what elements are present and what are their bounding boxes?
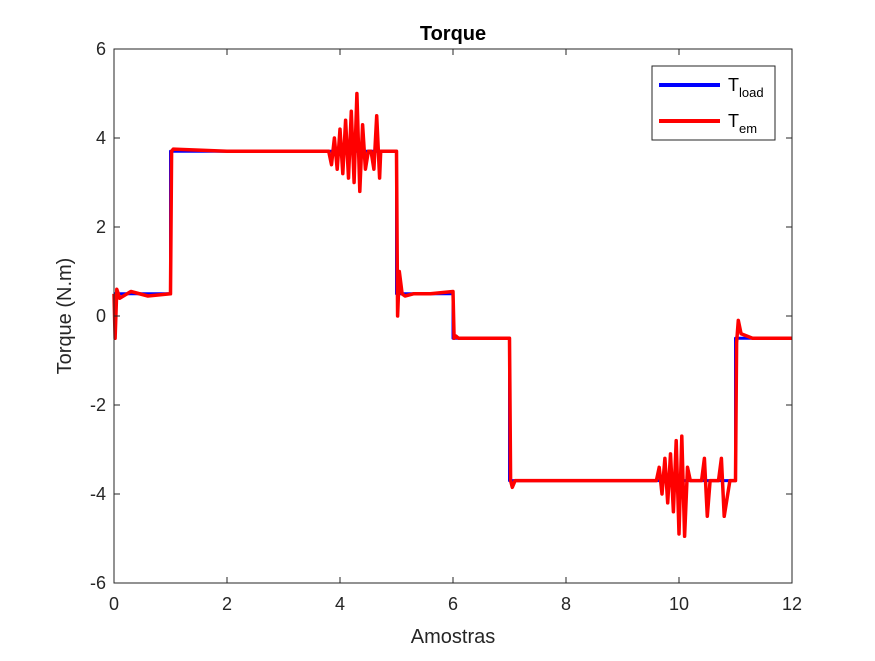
series-layer [112,91,792,539]
legend-label-t-em: Tem [728,111,757,136]
x-tick-label: 4 [335,594,345,614]
x-tick-label: 10 [669,594,689,614]
y-tick-label: 6 [96,39,106,59]
legend-box [651,65,776,141]
legend: Tload Tem [651,65,776,141]
x-tick-label: 8 [561,594,571,614]
legend-label-t-em-sub: em [739,121,757,136]
chart-title: Torque [420,23,486,45]
x-axis-label: Amostras [411,626,495,648]
x-tick-label: 12 [782,594,802,614]
y-tick-label: 4 [96,128,106,148]
x-tick-label: 2 [222,594,232,614]
legend-label-t-load: Tload [728,75,764,100]
x-tick-label: 0 [109,594,119,614]
y-tick-label: 0 [96,306,106,326]
y-tick-label: -6 [90,573,106,593]
y-axis-label: Torque (N.m) [54,258,76,375]
legend-label-t-load-main: T [728,75,739,95]
series-line-t-em [112,91,792,539]
y-tick-label: 2 [96,217,106,237]
y-tick-label: -4 [90,484,106,504]
legend-label-t-em-main: T [728,111,739,131]
x-tick-label: 6 [448,594,458,614]
legend-label-t-load-sub: load [739,85,764,100]
ticks-layer: 0 2 4 6 8 10 12 -6 -4 -2 0 2 4 6 [90,39,802,614]
y-tick-label: -2 [90,395,106,415]
